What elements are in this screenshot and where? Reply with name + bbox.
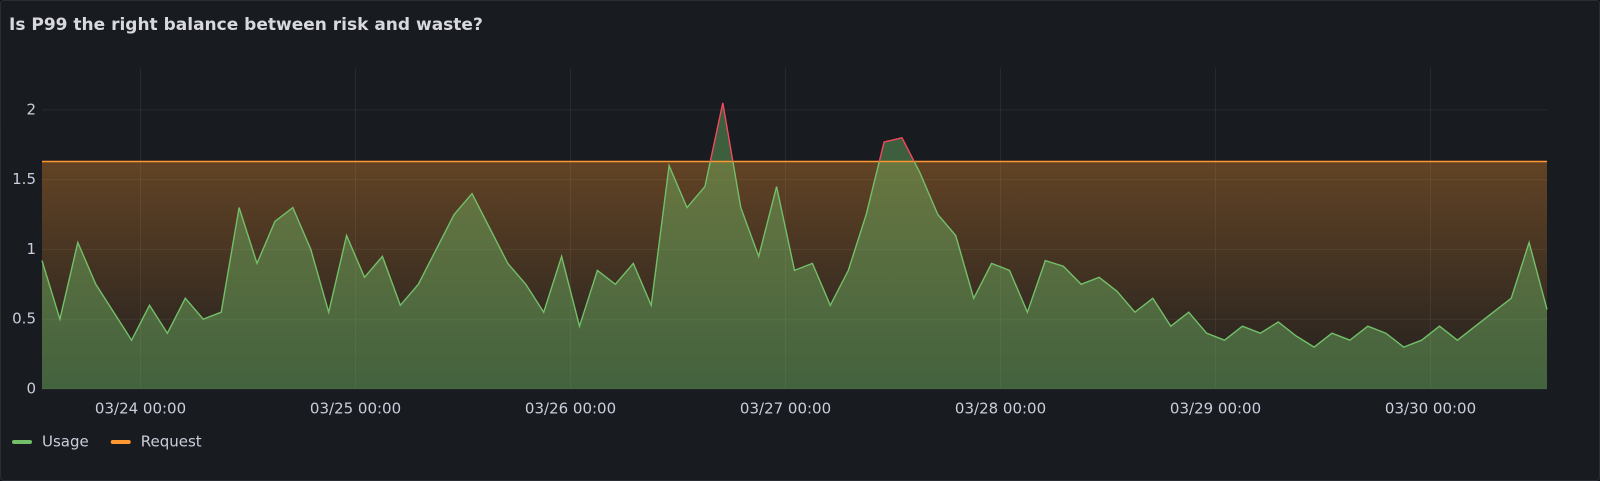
- legend-item: Usage: [12, 433, 89, 451]
- y-tick-label: 0.5: [12, 310, 36, 328]
- x-tick-label: 03/27 00:00: [740, 400, 831, 418]
- x-tick-label: 03/25 00:00: [310, 400, 401, 418]
- x-tick-label: 03/24 00:00: [95, 400, 186, 418]
- y-tick-label: 2: [26, 100, 36, 118]
- panel-title: Is P99 the right balance between risk an…: [9, 15, 483, 35]
- y-tick-label: 1: [26, 240, 36, 258]
- usage-area: [42, 102, 1547, 390]
- x-tick-label: 03/29 00:00: [1170, 400, 1261, 418]
- legend-label: Request: [141, 433, 202, 451]
- x-tick-label: 03/30 00:00: [1385, 400, 1476, 418]
- x-tick-label: 03/28 00:00: [955, 400, 1046, 418]
- y-tick-label: 1.5: [12, 170, 36, 188]
- legend-label: Usage: [42, 433, 89, 451]
- y-tick-label: 0: [26, 380, 36, 398]
- x-tick-label: 03/26 00:00: [525, 400, 616, 418]
- request-area: [42, 161, 1547, 389]
- legend-item: Request: [110, 433, 202, 451]
- usage-line: [41, 161, 1548, 348]
